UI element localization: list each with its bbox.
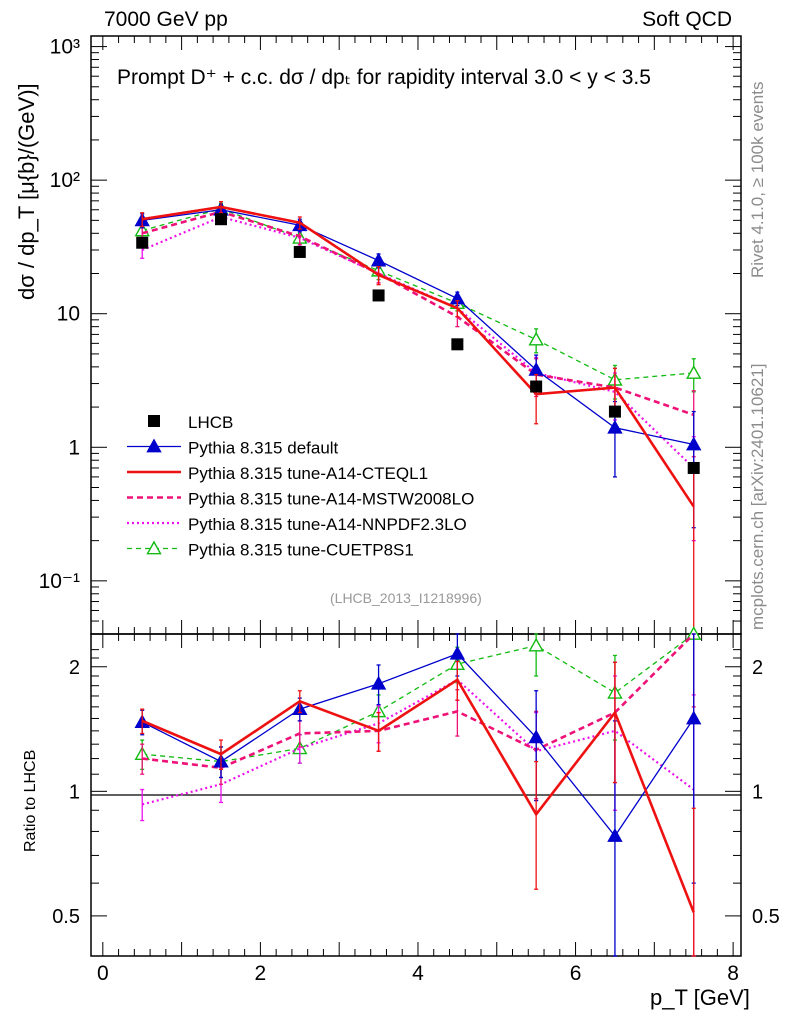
ratio-line-mstw [142,633,695,770]
y-tick-label: 10² [50,169,80,192]
x-axis-title: p_T [GeV] [650,985,750,1010]
main-point-lhcb [136,236,149,249]
legend-marker-lhcb [148,415,160,427]
energy-label: 7000 GeV pp [104,8,228,31]
main-point-cuetp8s1 [528,331,544,346]
legend-marker-cuetp8s1 [146,540,162,555]
y-tick-label: 10³ [50,36,80,59]
main-line-cteql1 [142,205,695,508]
ratio-line-cuetp8s1 [142,633,695,763]
main-line-mstw [141,210,695,417]
legend: LHCB Pythia 8.315 default Pythia 8.315 tun… [127,413,474,560]
ratio-point-default [370,675,387,690]
x-tick-label: 8 [727,962,739,985]
ratio-tick-label-right: 2 [752,657,763,679]
main-point-lhcb [608,405,621,418]
ratio-line-default [141,653,695,838]
process-label: Soft QCD [642,8,732,31]
legend-marker-default [146,438,162,453]
legend-label-mstw: Pythia 8.315 tune-A14-MSTW2008LO [188,490,474,509]
mcplots-label: mcplots.cern.ch [arXiv:2401.10621] [748,363,767,630]
tick-labels: 0 2 4 6 8 10⁻¹ 1 10 10² 10³ 0.5 0.5 1 1 2 2 [39,36,780,985]
y-tick-label: 10⁻¹ [39,570,80,593]
main-series [134,200,702,635]
ratio-tick-label: 1 [69,781,80,803]
y-tick-label: 10 [57,303,80,326]
main-point-default [370,252,387,267]
ratio-axis-title: Ratio to LHCB [22,749,39,852]
ratio-tick-label-right: 1 [752,781,763,803]
main-point-lhcb [687,461,700,474]
legend-label-nnpdf: Pythia 8.315 tune-A14-NNPDF2.3LO [188,515,467,534]
main-point-cuetp8s1 [686,365,702,379]
ratio-point-cuetp8s1 [528,637,544,652]
ratio-point-default [607,828,623,842]
ratio-tick-label-right: 0.5 [752,906,780,928]
main-point-default [607,419,623,434]
x-tick-label: 0 [97,962,109,985]
analysis-id: (LHCB_2013_I1218996) [330,590,482,606]
axes-ticks [91,36,741,956]
main-point-lhcb [451,338,464,351]
x-tick-label: 6 [570,962,582,985]
main-point-lhcb [530,380,543,393]
x-tick-label: 2 [255,962,267,985]
legend-label-data: LHCB [188,413,233,432]
rivet-label: Rivet 4.1.0, ≥ 100k events [748,81,767,278]
ratio-point-default [449,645,466,660]
legend-label-cuetp8s1: Pythia 8.315 tune-CUETP8S1 [188,541,414,560]
ratio-series [134,626,702,957]
main-point-lhcb [372,289,385,302]
main-point-default [686,436,702,451]
x-tick-label: 4 [412,962,424,985]
legend-label-default: Pythia 8.315 default [188,439,339,458]
main-point-lhcb [215,213,227,226]
ratio-line-cteql1 [141,677,695,913]
ratio-tick-label: 2 [69,657,80,679]
ratio-point-default [528,729,544,744]
ratio-line-nnpdf [141,678,695,806]
ratio-point-default [686,710,702,725]
main-line-default [142,209,694,446]
y-axis-title: dσ / dp_T [μ{b}/(GeV)] [14,83,39,300]
ratio-tick-label: 0.5 [52,906,80,928]
y-tick-label: 1 [68,436,80,459]
plot-title: Prompt D⁺ + c.c. dσ / dpₜ for rapidity i… [117,66,651,89]
main-line-cuetp8s1 [142,208,694,381]
main-point-lhcb [293,245,306,258]
legend-label-cteql1: Pythia 8.315 tune-A14-CTEQL1 [188,464,428,483]
